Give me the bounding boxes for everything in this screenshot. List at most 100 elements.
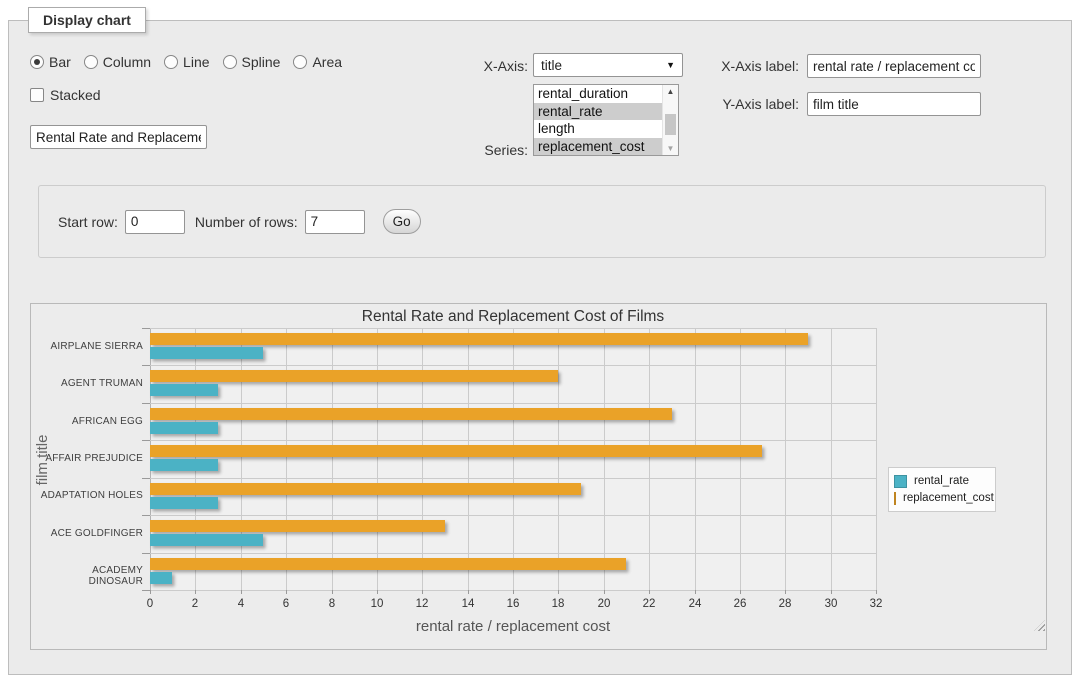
x-axis-select[interactable]: title ▼	[533, 53, 683, 77]
x-tick-label: 20	[587, 598, 621, 610]
x-axis-title: rental rate / replacement cost	[150, 618, 876, 635]
y-axis-label-input[interactable]	[807, 92, 981, 116]
x-axis-tick	[332, 590, 333, 594]
series-option-rental_rate[interactable]: rental_rate	[534, 103, 662, 121]
bar-replacement_cost	[150, 445, 762, 457]
y-category-label: AFFAIR PREJUDICE	[36, 453, 143, 464]
x-axis-tick	[785, 590, 786, 594]
y-category-label: AGENT TRUMAN	[36, 378, 143, 389]
chart-panel: Rental Rate and Replacement Cost of Film…	[30, 303, 1047, 650]
x-axis-tick	[513, 590, 514, 594]
gridline	[332, 328, 333, 590]
chart-type-radio-group: Bar Column Line Spline Area	[30, 54, 355, 70]
gridline	[150, 478, 876, 479]
bar-rental_rate	[150, 572, 172, 584]
gridline	[150, 403, 876, 404]
x-axis-selected-value: title	[541, 58, 562, 73]
series-option-length[interactable]: length	[534, 120, 662, 138]
y-category-label: ACADEMY DINOSAUR	[36, 565, 143, 587]
x-axis-tick	[740, 590, 741, 594]
x-tick-label: 18	[541, 598, 575, 610]
x-tick-label: 4	[224, 598, 258, 610]
series-option-rental_duration[interactable]: rental_duration	[534, 85, 662, 103]
legend-label: replacement_cost	[903, 492, 994, 504]
gridline	[831, 328, 832, 590]
bar-replacement_cost	[150, 408, 672, 420]
chevron-down-icon: ▼	[666, 60, 675, 70]
x-axis-tick	[195, 590, 196, 594]
stacked-checkbox[interactable]	[30, 88, 44, 102]
gridline	[241, 328, 242, 590]
chart-title: Rental Rate and Replacement Cost of Film…	[150, 308, 876, 326]
go-button[interactable]: Go	[383, 209, 421, 234]
x-axis-tick	[876, 590, 877, 594]
gridline	[150, 328, 876, 329]
scrollbar[interactable]: ▲ ▼	[662, 85, 678, 155]
x-tick-label: 16	[496, 598, 530, 610]
scrollbar-up-icon[interactable]: ▲	[663, 85, 678, 98]
x-tick-label: 26	[723, 598, 757, 610]
x-axis-tick	[831, 590, 832, 594]
x-axis-tick	[558, 590, 559, 594]
legend-swatch-icon	[894, 492, 896, 505]
x-tick-label: 10	[360, 598, 394, 610]
stacked-label: Stacked	[50, 87, 101, 103]
chart-type-radio-label: Line	[183, 54, 209, 70]
start-row-input[interactable]	[125, 210, 185, 234]
chart-type-option-bar: Bar	[30, 54, 71, 70]
y-axis-tick	[142, 403, 150, 404]
scrollbar-down-icon[interactable]: ▼	[663, 142, 678, 155]
gridline	[695, 328, 696, 590]
chart-type-radio-label: Bar	[49, 54, 71, 70]
y-axis-tick	[142, 365, 150, 366]
x-axis-tick	[422, 590, 423, 594]
x-axis-tick	[695, 590, 696, 594]
bar-rental_rate	[150, 384, 218, 396]
series-listbox[interactable]: rental_durationrental_ratelengthreplacem…	[533, 84, 679, 156]
plot-area	[150, 328, 876, 590]
rows-panel: Start row: Number of rows: Go	[38, 185, 1046, 258]
num-rows-label: Number of rows:	[195, 214, 298, 230]
gridline	[422, 328, 423, 590]
chart-legend: rental_rate replacement_cost	[888, 467, 996, 512]
panel-legend: Display chart	[28, 7, 146, 33]
chart-title-input[interactable]	[30, 125, 207, 149]
chart-type-option-spline: Spline	[223, 54, 281, 70]
x-tick-label: 8	[315, 598, 349, 610]
chart-type-radio-line[interactable]	[164, 55, 178, 69]
bar-replacement_cost	[150, 370, 558, 382]
x-tick-label: 2	[178, 598, 212, 610]
x-tick-label: 22	[632, 598, 666, 610]
x-tick-label: 24	[678, 598, 712, 610]
legend-entry-rental_rate: rental_rate	[894, 473, 990, 489]
gridline	[513, 328, 514, 590]
gridline	[150, 365, 876, 366]
x-axis-tick	[604, 590, 605, 594]
scrollbar-thumb[interactable]	[665, 114, 676, 135]
gridline	[150, 553, 876, 554]
chart-type-radio-spline[interactable]	[223, 55, 237, 69]
x-axis-tick	[150, 590, 151, 594]
chart-type-option-line: Line	[164, 54, 209, 70]
x-axis-label-input[interactable]	[807, 54, 981, 78]
bar-replacement_cost	[150, 333, 808, 345]
y-axis-tick	[142, 328, 150, 329]
y-category-label: ADAPTATION HOLES	[36, 490, 143, 501]
series-option-replacement_cost[interactable]: replacement_cost	[534, 138, 662, 156]
bar-rental_rate	[150, 347, 263, 359]
x-axis-tick	[241, 590, 242, 594]
y-category-label: ACE GOLDFINGER	[36, 528, 143, 539]
chart-type-radio-bar[interactable]	[30, 55, 44, 69]
chart-type-radio-column[interactable]	[84, 55, 98, 69]
chart-type-radio-area[interactable]	[293, 55, 307, 69]
resize-handle-icon[interactable]	[1034, 620, 1045, 631]
chart-type-radio-label: Area	[312, 54, 342, 70]
chart-type-radio-label: Column	[103, 54, 151, 70]
x-tick-label: 6	[269, 598, 303, 610]
gridline	[876, 328, 877, 590]
x-axis-tick	[286, 590, 287, 594]
bar-rental_rate	[150, 459, 218, 471]
num-rows-input[interactable]	[305, 210, 365, 234]
bar-rental_rate	[150, 422, 218, 434]
gridline	[150, 440, 876, 441]
